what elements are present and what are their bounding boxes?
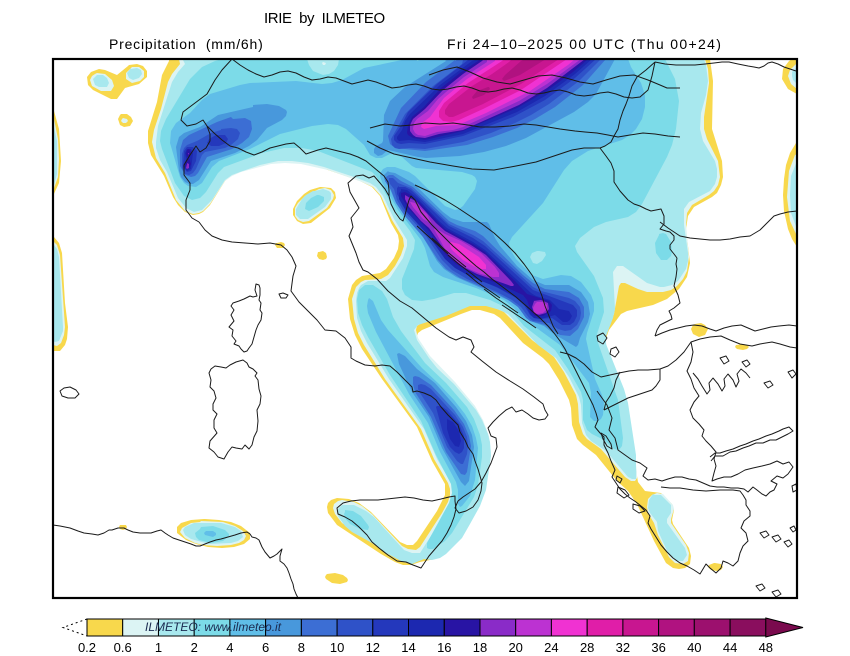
svg-text:2: 2 bbox=[191, 640, 198, 655]
svg-text:24: 24 bbox=[544, 640, 558, 655]
svg-text:44: 44 bbox=[723, 640, 737, 655]
svg-text:8: 8 bbox=[298, 640, 305, 655]
svg-text:48: 48 bbox=[759, 640, 773, 655]
svg-text:20: 20 bbox=[508, 640, 522, 655]
svg-text:18: 18 bbox=[473, 640, 487, 655]
svg-text:1: 1 bbox=[155, 640, 162, 655]
svg-text:ILMETEO: www.ilmeteo.it: ILMETEO: www.ilmeteo.it bbox=[145, 620, 282, 634]
svg-text:28: 28 bbox=[580, 640, 594, 655]
svg-text:10: 10 bbox=[330, 640, 344, 655]
svg-text:40: 40 bbox=[687, 640, 701, 655]
svg-text:0.6: 0.6 bbox=[114, 640, 132, 655]
svg-text:0.2: 0.2 bbox=[78, 640, 96, 655]
svg-text:14: 14 bbox=[401, 640, 415, 655]
svg-text:6: 6 bbox=[262, 640, 269, 655]
svg-text:16: 16 bbox=[437, 640, 451, 655]
svg-text:36: 36 bbox=[651, 640, 665, 655]
svg-text:4: 4 bbox=[226, 640, 233, 655]
svg-text:12: 12 bbox=[366, 640, 380, 655]
svg-text:32: 32 bbox=[616, 640, 630, 655]
